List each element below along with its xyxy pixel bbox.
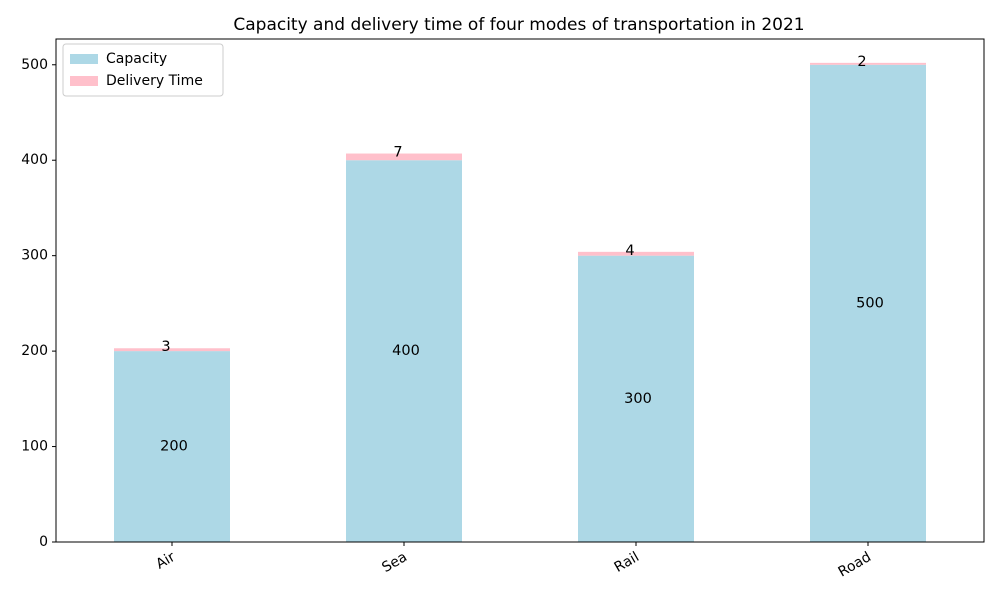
chart-title: Capacity and delivery time of four modes… [233,15,804,35]
bar-delivery-time-sea [346,153,462,161]
bar-capacity-air [114,351,230,542]
data-label-capacity-road: 500 [856,295,884,311]
data-label-capacity-air: 200 [160,439,188,455]
legend-label-capacity: Capacity [106,51,167,67]
bar-capacity-sea [346,160,462,543]
bars-layer [114,62,926,543]
data-label-delivery-time-road: 2 [857,54,866,70]
y-tick-label: 200 [21,343,48,359]
y-tick-label: 400 [21,152,48,168]
data-label-delivery-time-rail: 4 [625,243,634,259]
bar-delivery-time-air [114,348,230,352]
legend-box [62,43,224,97]
legend-swatch-capacity [70,54,98,64]
data-label-capacity-sea: 400 [392,343,420,359]
bar-capacity-road [810,64,926,543]
y-tick-label: 0 [39,534,48,550]
data-labels-layer: 200 3 400 7 300 4 500 2 [160,54,884,455]
y-tick-label: 300 [21,248,48,264]
x-tick-label-road: Road [836,549,874,580]
y-tick-label: 100 [21,439,48,455]
data-label-delivery-time-sea: 7 [393,145,402,161]
data-label-delivery-time-air: 3 [161,339,170,355]
x-tick-label-sea: Sea [379,549,410,576]
legend-label-delivery-time: Delivery Time [106,73,203,89]
y-tick-label: 500 [21,57,48,73]
legend-swatch-delivery-time [70,76,98,86]
bar-delivery-time-rail [578,251,694,256]
bar-capacity-rail [578,255,694,542]
data-label-capacity-rail: 300 [624,391,652,407]
x-tick-label-rail: Rail [612,549,642,576]
legend: Capacity Delivery Time [62,43,224,97]
plot-frame [55,38,985,543]
x-tick-label-air: Air [153,549,178,573]
bar-delivery-time-road [810,62,926,65]
